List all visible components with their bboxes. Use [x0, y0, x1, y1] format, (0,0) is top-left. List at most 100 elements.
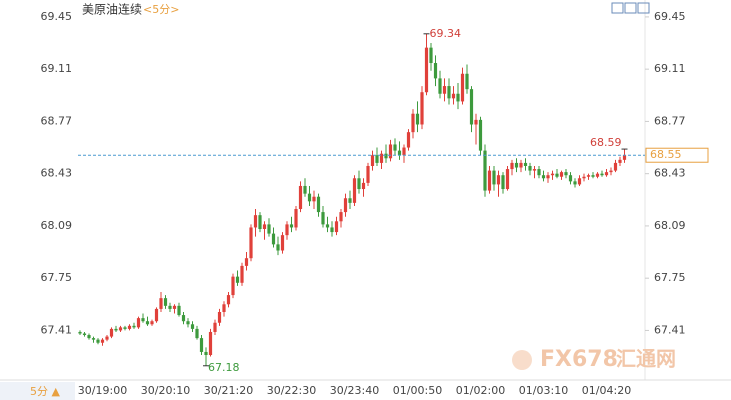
candle-body — [438, 78, 442, 94]
candle-body — [105, 336, 109, 340]
candle-body — [217, 311, 222, 323]
y-tick-label: 69.11 — [41, 62, 73, 75]
x-tick-label: 30/22:30 — [267, 384, 316, 397]
candle-body — [451, 93, 456, 99]
candle-body — [384, 153, 388, 159]
candle-body — [591, 175, 595, 177]
candle-body — [573, 181, 577, 185]
candle-body — [213, 322, 217, 332]
candle-body — [127, 325, 132, 329]
candle-body — [447, 86, 451, 99]
candle-body — [411, 113, 415, 133]
candle-body — [402, 147, 406, 156]
candle-body — [114, 328, 118, 331]
candle-body — [559, 172, 564, 177]
candle-body — [420, 92, 424, 125]
candle-body — [226, 295, 231, 305]
last-high-label: 68.59 — [590, 136, 622, 149]
y2-tick-label: 68.43 — [654, 167, 686, 180]
y-tick-label: 68.09 — [41, 219, 73, 232]
candle-body — [235, 276, 240, 283]
candle-body — [78, 331, 82, 334]
y2-tick-label: 69.11 — [654, 62, 686, 75]
candle-body — [195, 328, 199, 339]
candle-body — [514, 162, 519, 168]
toolbar-icons[interactable] — [611, 2, 650, 14]
candle-body — [600, 173, 604, 176]
candle-body — [289, 224, 294, 228]
candle-body — [537, 169, 541, 176]
candle-body — [321, 212, 325, 225]
candle-body — [276, 244, 280, 251]
candle-body — [177, 305, 181, 316]
candle-body — [483, 150, 487, 191]
icon-button[interactable] — [624, 2, 637, 14]
candle-body — [564, 172, 568, 176]
candle-body — [433, 63, 438, 79]
candle-body — [87, 335, 91, 339]
candle-body — [366, 165, 370, 183]
candle-body — [316, 196, 321, 213]
candle-body — [460, 73, 465, 102]
candle-body — [469, 89, 474, 125]
candle-body — [244, 258, 249, 266]
y2-tick-label: 69.45 — [654, 10, 686, 23]
candle-body — [519, 162, 523, 168]
y2-tick-label: 67.75 — [654, 271, 686, 284]
candle-body — [456, 93, 460, 102]
candle-body — [163, 298, 168, 306]
candle-body — [532, 169, 537, 171]
candle-body — [465, 73, 469, 90]
period-box[interactable] — [0, 382, 75, 400]
candle-body — [604, 172, 609, 176]
y-tick-label: 67.75 — [41, 271, 73, 284]
candle-body — [429, 47, 433, 64]
candle-body — [168, 305, 172, 309]
candle-body — [96, 339, 100, 343]
candle-body — [253, 215, 258, 228]
candle-body — [82, 333, 87, 336]
candle-body — [240, 265, 244, 283]
candle-body — [258, 215, 262, 229]
candle-body — [231, 276, 235, 296]
candle-body — [487, 170, 492, 191]
candle-body — [510, 162, 514, 170]
current-price-box — [645, 147, 709, 163]
candle-body — [190, 324, 195, 329]
candle-body — [267, 224, 271, 234]
icon-button[interactable] — [611, 2, 624, 14]
candle-body — [393, 144, 397, 151]
x-tick-label: 30/21:20 — [204, 384, 253, 397]
candle-body — [172, 305, 177, 309]
candle-body — [478, 119, 483, 151]
icon-button[interactable] — [637, 2, 650, 14]
candle-body — [352, 178, 357, 203]
candle-body — [150, 321, 154, 325]
candle-body — [100, 339, 105, 343]
candle-body — [199, 338, 204, 352]
candle-body — [577, 178, 582, 185]
candle-body — [159, 298, 163, 309]
period-label[interactable]: 5分 ▲ — [30, 385, 60, 398]
candle-body — [132, 325, 136, 328]
candle-body — [397, 150, 402, 156]
candle-body — [312, 196, 316, 202]
candle-body — [141, 318, 145, 322]
x-tick-label: 01/04:20 — [582, 384, 631, 397]
candle-body — [136, 318, 141, 328]
candle-body — [208, 331, 213, 356]
chart-subtitle: <5分> — [143, 3, 179, 16]
candle-body — [613, 162, 618, 171]
candle-body — [339, 212, 343, 222]
x-tick-label: 01/03:10 — [519, 384, 568, 397]
min-label: 67.18 — [208, 361, 240, 374]
candle-body — [91, 338, 96, 340]
x-tick-label: 01/00:50 — [393, 384, 442, 397]
candle-body — [586, 175, 591, 177]
candle-body — [501, 175, 505, 190]
candle-body — [406, 132, 411, 148]
chart-title: 美原油连续 — [82, 2, 142, 17]
y-tick-label: 67.41 — [41, 323, 73, 336]
